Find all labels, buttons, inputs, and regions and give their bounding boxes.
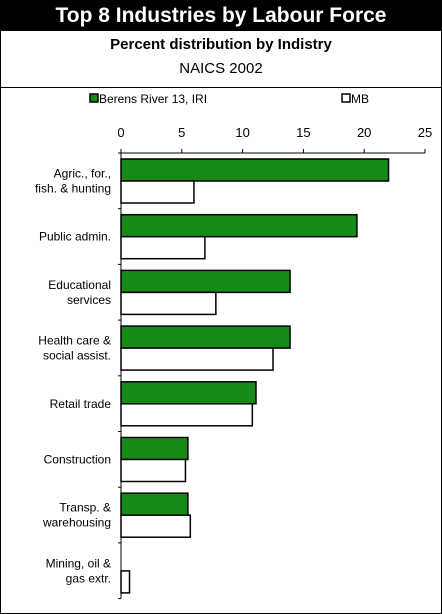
bars — [120, 158, 390, 594]
x-axis: 0 5 10 15 20 25 — [117, 125, 432, 600]
bar-mb — [120, 458, 187, 483]
bar-mb — [120, 514, 192, 538]
x-tick-label: 10 — [235, 125, 249, 140]
bar-mb — [120, 570, 131, 594]
bar-chart: Berens River 13, IRI MB 0 5 10 15 20 25 Agric.… — [35, 92, 432, 600]
bar-mb — [120, 291, 217, 316]
bar-berens-river — [120, 269, 291, 294]
bar-berens-river — [120, 436, 189, 461]
bar-mb — [120, 347, 274, 371]
category-label: fish. & hunting — [35, 182, 111, 196]
bar-berens-river — [120, 381, 257, 405]
category-label: Public admin. — [39, 230, 111, 244]
category-label: Health care & — [38, 334, 111, 348]
legend-label-1: Berens River 13, IRI — [99, 92, 207, 106]
x-tick-label: 15 — [296, 125, 310, 140]
bar-mb — [120, 403, 254, 427]
header-divider — [1, 87, 441, 88]
x-tick-label: 5 — [178, 125, 185, 140]
category-label: Agric., for., — [54, 167, 111, 181]
chart-classification: NAICS 2002 — [179, 60, 263, 77]
category-label: Educational — [48, 278, 111, 292]
legend-swatch-2 — [341, 93, 351, 103]
category-label: Retail trade — [50, 397, 112, 411]
category-label: Construction — [44, 453, 111, 467]
category-label: Mining, oil & — [46, 556, 111, 570]
x-tick-label: 0 — [117, 125, 124, 140]
category-labels: Agric., for.,fish. & hunting Public admin… — [35, 167, 111, 586]
chart-title: Top 8 Industries by Labour Force — [1, 1, 441, 31]
legend-label-2: MB — [351, 92, 369, 106]
x-tick-label: 25 — [418, 125, 432, 140]
bar-berens-river — [120, 158, 390, 182]
chart-subtitle: Percent distribution by Indistry — [110, 36, 332, 53]
category-label: warehousing — [42, 516, 111, 530]
bar-berens-river — [120, 325, 291, 349]
bar-mb — [120, 180, 195, 204]
category-label: social assist. — [43, 349, 111, 363]
bar-mb — [120, 235, 206, 260]
category-label: Transp. & — [59, 501, 111, 515]
category-label: gas extr. — [66, 571, 111, 585]
bar-berens-river — [120, 213, 358, 238]
legend-swatch-1 — [89, 93, 99, 103]
legend: Berens River 13, IRI MB — [89, 92, 369, 106]
x-tick-label: 20 — [357, 125, 371, 140]
category-label: services — [67, 293, 111, 307]
bar-berens-river — [120, 492, 189, 516]
